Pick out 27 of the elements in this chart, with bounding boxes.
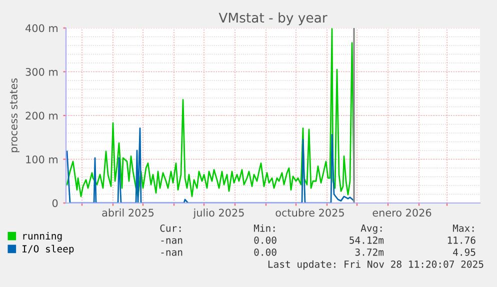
x-tick-label: abril 2025 <box>102 208 154 217</box>
x-tick-label: julio 2025 <box>193 208 244 219</box>
text: 0.00 <box>254 248 276 256</box>
text: Max: <box>452 224 474 232</box>
text: Cur: <box>160 224 181 232</box>
text: 3.72m <box>355 248 384 256</box>
y-tick-label: 400 m <box>26 24 58 32</box>
y-tick-label: 100 m <box>26 155 58 164</box>
chart-title: VMstat - by year <box>218 12 328 26</box>
y-tick-label: 0 <box>52 199 58 208</box>
legend-label: I/O sleep <box>22 244 74 254</box>
text: 11.76 <box>448 236 476 244</box>
y-tick-label: 200 m <box>26 112 58 120</box>
text: Min: <box>254 224 275 232</box>
text: -nan <box>161 238 182 244</box>
x-tick-label: octubre 2025 <box>276 208 344 217</box>
line-series <box>66 28 355 198</box>
text: 4.95 <box>453 248 476 256</box>
text: Last update: Fri Nov 28 11:20:07 2025 <box>268 260 484 270</box>
y-axis-title: process states <box>10 78 20 152</box>
y-tick-label: 300 m <box>26 68 58 76</box>
text: Avg: <box>360 224 382 234</box>
legend-label: running <box>23 232 62 242</box>
text: 54.12m <box>350 236 384 244</box>
x-tick-label: enero 2026 <box>372 208 432 217</box>
text: 0.00 <box>254 236 276 244</box>
text: -nan <box>161 250 182 256</box>
